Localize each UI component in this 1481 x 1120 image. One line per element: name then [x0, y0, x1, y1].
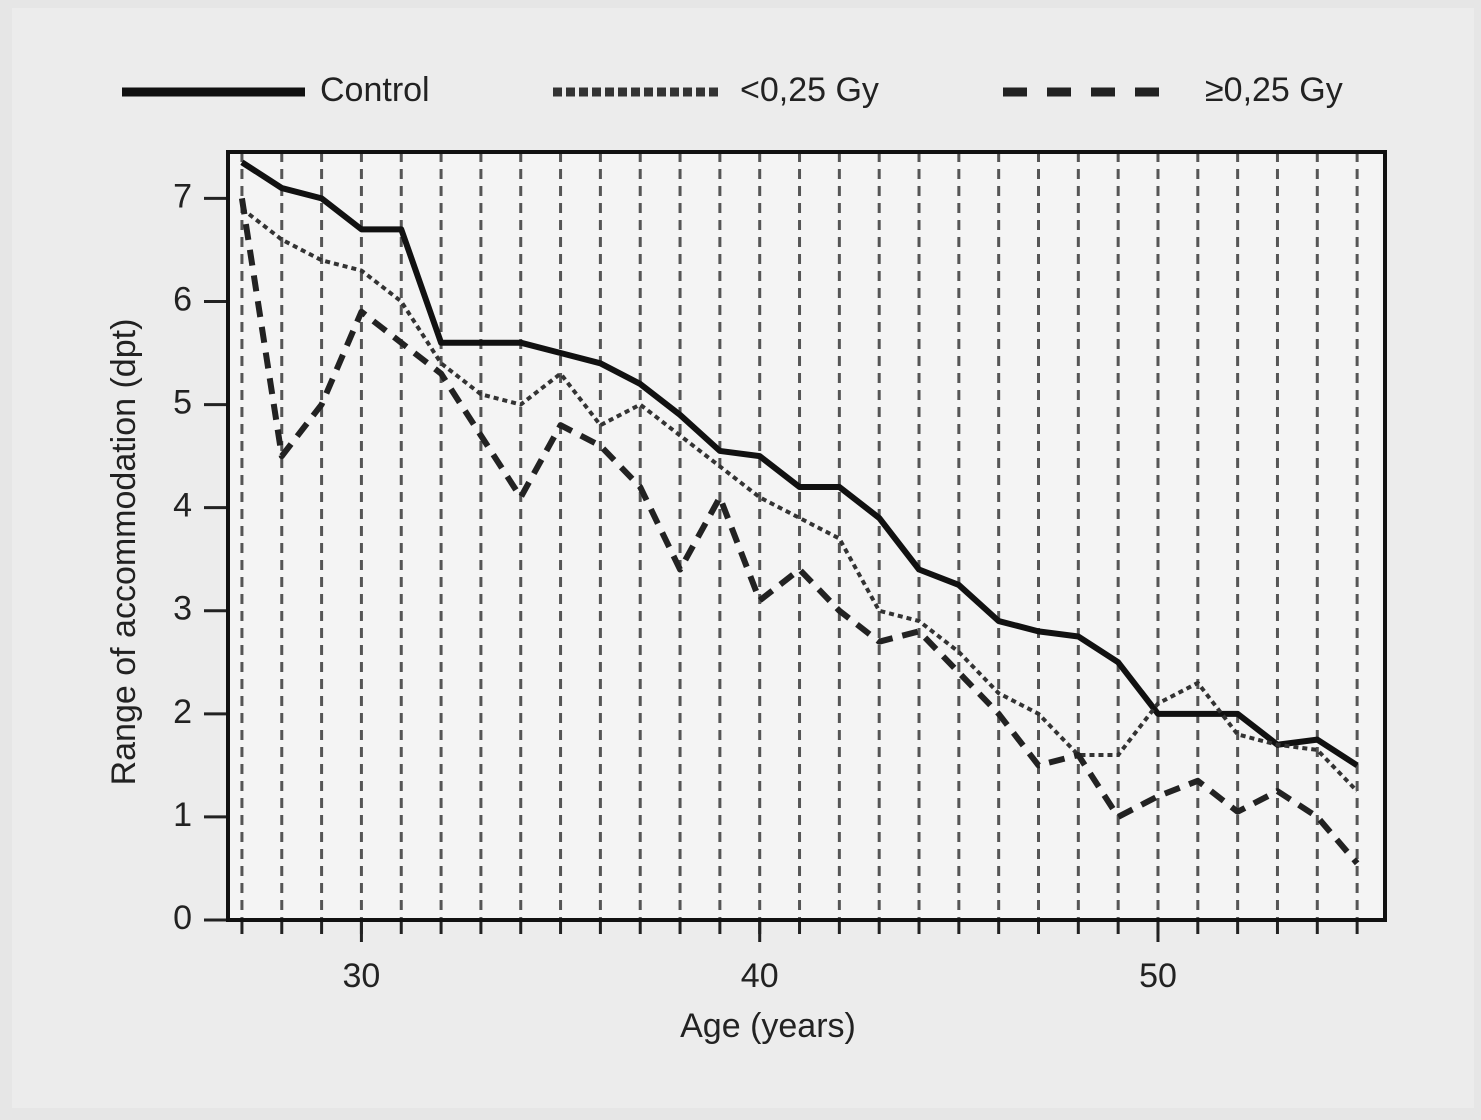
y-tick-label: 0 [173, 899, 192, 937]
y-tick-label: 4 [173, 487, 192, 525]
y-tick-label: 1 [173, 796, 192, 834]
x-tick-label: 30 [343, 957, 381, 995]
y-axis-label: Range of accommodation (dpt) [105, 319, 143, 786]
legend-label: Control [320, 71, 430, 109]
x-axis-label: Age (years) [680, 1007, 856, 1045]
x-tick-label: 40 [741, 957, 779, 995]
legend-label: ≥0,25 Gy [1205, 71, 1343, 109]
y-tick-label: 3 [173, 590, 192, 628]
legend-label: <0,25 Gy [740, 71, 879, 109]
y-tick-label: 5 [173, 384, 192, 422]
plot-frame [226, 150, 1387, 922]
y-tick-label: 7 [173, 177, 192, 215]
y-tick-label: 6 [173, 280, 192, 318]
series-line [240, 207, 1359, 793]
y-tick-label: 2 [173, 693, 192, 731]
series-line [238, 197, 1360, 866]
x-tick-label: 50 [1139, 957, 1177, 995]
series-line [240, 159, 1359, 768]
